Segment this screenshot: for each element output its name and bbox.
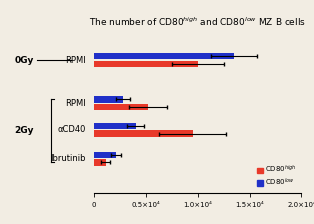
- Text: 2Gy: 2Gy: [14, 126, 34, 135]
- Bar: [94, 152, 116, 158]
- Bar: [94, 96, 123, 103]
- Text: RPMI: RPMI: [65, 56, 86, 65]
- Bar: [94, 123, 136, 129]
- Bar: [94, 53, 234, 60]
- Bar: [94, 103, 148, 110]
- Bar: [94, 130, 193, 137]
- Bar: [94, 60, 198, 67]
- Legend: CD80$^{high}$, CD80$^{low}$: CD80$^{high}$, CD80$^{low}$: [256, 163, 298, 189]
- Text: Ibrutinib: Ibrutinib: [51, 154, 86, 163]
- Title: The number of CD80$^{high}$ and CD80$^{low}$ MZ B cells: The number of CD80$^{high}$ and CD80$^{l…: [89, 15, 306, 28]
- Text: αCD40: αCD40: [57, 125, 86, 134]
- Bar: [94, 159, 106, 166]
- Text: 0Gy: 0Gy: [15, 56, 34, 65]
- Text: RPMI: RPMI: [65, 99, 86, 108]
